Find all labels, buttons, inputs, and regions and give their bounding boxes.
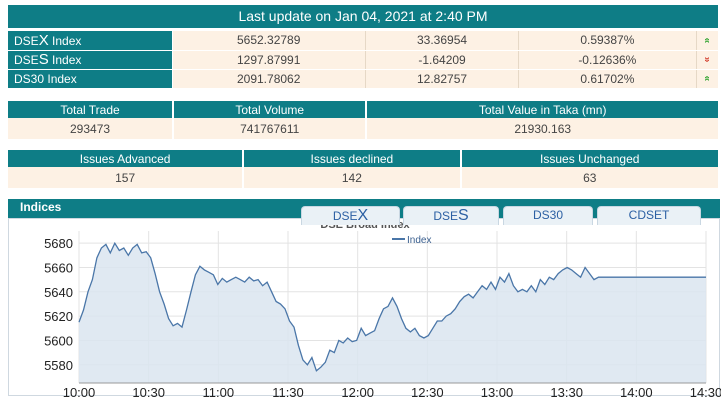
index-name-suffix: Index <box>48 33 82 48</box>
index-table: DSEX Index 5652.32789 33.36954 0.59387%» DSE… <box>8 31 718 89</box>
x-tick-label: 13:00 <box>481 385 514 397</box>
issues-table: Issues Advanced Issues declined Issues U… <box>8 150 718 188</box>
issues-declined-header: Issues declined <box>243 150 462 167</box>
index-change: -1.64209 <box>365 50 520 70</box>
issues-advanced-header: Issues Advanced <box>8 150 245 167</box>
x-tick-label: 12:30 <box>411 385 444 397</box>
index-row: DSES Index 1297.87991 -1.64209 -0.12636%» <box>8 50 718 70</box>
index-name-suffix: Index <box>48 53 82 67</box>
tab-dses-big: S <box>458 207 469 224</box>
index-name-prefix: DSE <box>14 33 39 48</box>
total-trade-header: Total Trade <box>8 101 175 118</box>
total-value-header: Total Value in Taka (mn) <box>366 101 718 118</box>
y-tick-label: 5600 <box>44 333 73 348</box>
total-volume-header: Total Volume <box>173 101 368 118</box>
arrow-up-icon: » <box>696 69 718 89</box>
x-tick-label: 12:00 <box>341 385 374 397</box>
issues-declined-value: 142 <box>243 167 462 188</box>
index-name: DS30 Index <box>8 69 173 89</box>
issues-unchanged-value: 63 <box>460 167 718 188</box>
y-tick-label: 5580 <box>44 358 73 373</box>
y-tick-label: 5640 <box>44 285 73 300</box>
index-row: DSEX Index 5652.32789 33.36954 0.59387%» <box>8 31 718 51</box>
x-tick-label: 10:00 <box>63 385 96 397</box>
trade-summary-table: Total Trade Total Volume Total Value in … <box>8 101 718 139</box>
total-trade-value: 293473 <box>8 118 175 139</box>
arrow-down-icon: » <box>696 50 718 70</box>
index-value: 1297.87991 <box>172 50 366 70</box>
tab-cdset[interactable]: CDSET <box>597 206 701 225</box>
dse-broad-index-chart: 5580 5600 5620 5640 5660 5680 10:00 10:30 11:00 1… <box>44 219 721 397</box>
index-name: DSES Index <box>8 50 173 70</box>
tab-dsex-prefix: DSE <box>332 209 358 223</box>
tab-dsex-big: X <box>357 207 369 224</box>
index-percent: 0.61702% <box>518 69 697 89</box>
index-name-prefix: DSE <box>14 53 39 67</box>
chart-container: 5580 5600 5620 5640 5660 5680 10:00 10:30 11:00 1… <box>8 218 721 397</box>
index-name-letter: X <box>38 31 49 49</box>
index-change: 33.36954 <box>365 31 520 51</box>
index-name-prefix: DS30 <box>14 72 45 86</box>
last-update-header: Last update on Jan 04, 2021 at 2:40 PM <box>8 5 718 28</box>
series-area <box>79 243 706 383</box>
issues-unchanged-header: Issues Unchanged <box>460 150 718 167</box>
index-value: 2091.78062 <box>172 69 366 89</box>
issues-advanced-value: 157 <box>8 167 245 188</box>
series-line <box>78 241 706 372</box>
index-change: 12.82757 <box>365 69 520 89</box>
x-tick-label: 14:00 <box>620 385 653 397</box>
y-tick-label: 5680 <box>44 236 73 251</box>
x-tick-label: 10:30 <box>132 385 165 397</box>
index-percent: 0.59387% <box>518 31 697 51</box>
index-name-suffix: Index <box>44 72 77 86</box>
index-name: DSEX Index <box>8 31 173 51</box>
tab-cdset-label: CDSET <box>628 208 670 222</box>
tab-ds30-label: DS30 <box>532 208 564 222</box>
x-tick-label: 11:00 <box>203 385 235 397</box>
index-name-letter: S <box>38 51 49 68</box>
total-value-value: 21930.163 <box>366 118 718 139</box>
legend-label: Index <box>407 235 431 246</box>
index-row: DS30 Index 2091.78062 12.82757 0.61702%» <box>8 69 718 89</box>
index-value: 5652.32789 <box>172 31 366 51</box>
tab-dses-prefix: DSE <box>433 209 458 223</box>
arrow-up-icon: » <box>696 31 718 51</box>
y-tick-label: 5660 <box>44 260 73 275</box>
tab-ds30[interactable]: DS30 <box>503 206 593 225</box>
x-tick-label: 13:30 <box>550 385 583 397</box>
y-tick-label: 5620 <box>44 309 73 324</box>
tab-dsex[interactable]: DSEX <box>301 206 400 225</box>
x-tick-label: 14:30 <box>690 385 721 397</box>
x-tick-label: 11:30 <box>272 385 304 397</box>
index-percent: -0.12636% <box>518 50 697 70</box>
total-volume-value: 741767611 <box>173 118 368 139</box>
tab-dses[interactable]: DSES <box>403 206 499 225</box>
